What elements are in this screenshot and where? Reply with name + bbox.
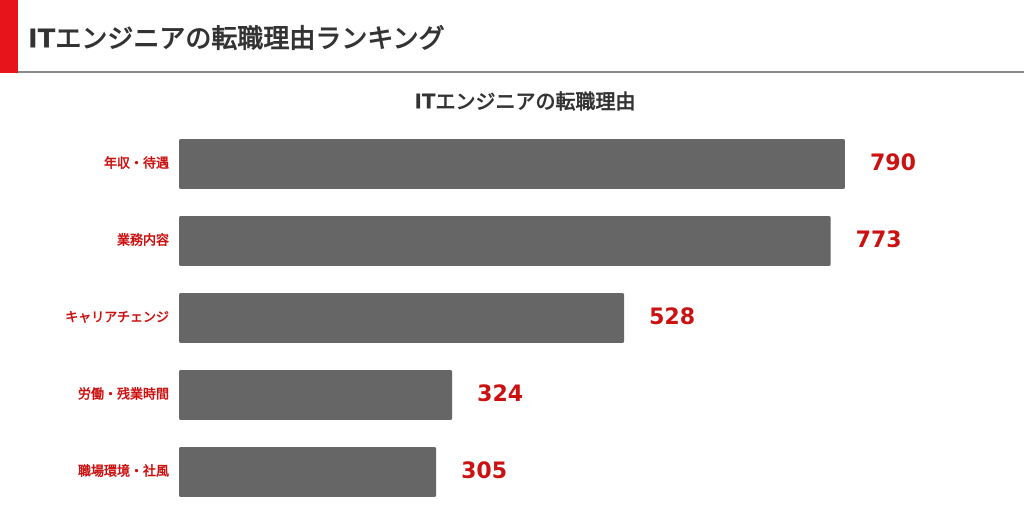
page-heading: ITエンジニアの転職理由ランキング [28, 25, 445, 55]
value-label: 528 [649, 305, 695, 330]
category-label: キャリアチェンジ [65, 311, 169, 326]
value-label: 305 [461, 459, 507, 484]
category-label: 職場環境・社風 [78, 464, 169, 480]
bar [179, 370, 453, 420]
chart-title: ITエンジニアの転職理由 [414, 90, 635, 114]
category-label: 労働・残業時間 [78, 387, 169, 403]
value-label: 790 [870, 151, 916, 176]
bar [179, 139, 845, 189]
category-label: 業務内容 [116, 233, 169, 249]
value-label: 773 [856, 228, 902, 253]
bar [179, 447, 437, 497]
value-label: 324 [477, 382, 523, 407]
bar [179, 293, 625, 343]
plot: 年収・待遇 790 業務内容 773 キャリアチェンジ 528 労働・残業時間 324 職場環境… [65, 139, 916, 497]
heading-accent [0, 0, 18, 73]
category-label: 年収・待遇 [104, 156, 169, 172]
bar [179, 216, 831, 266]
